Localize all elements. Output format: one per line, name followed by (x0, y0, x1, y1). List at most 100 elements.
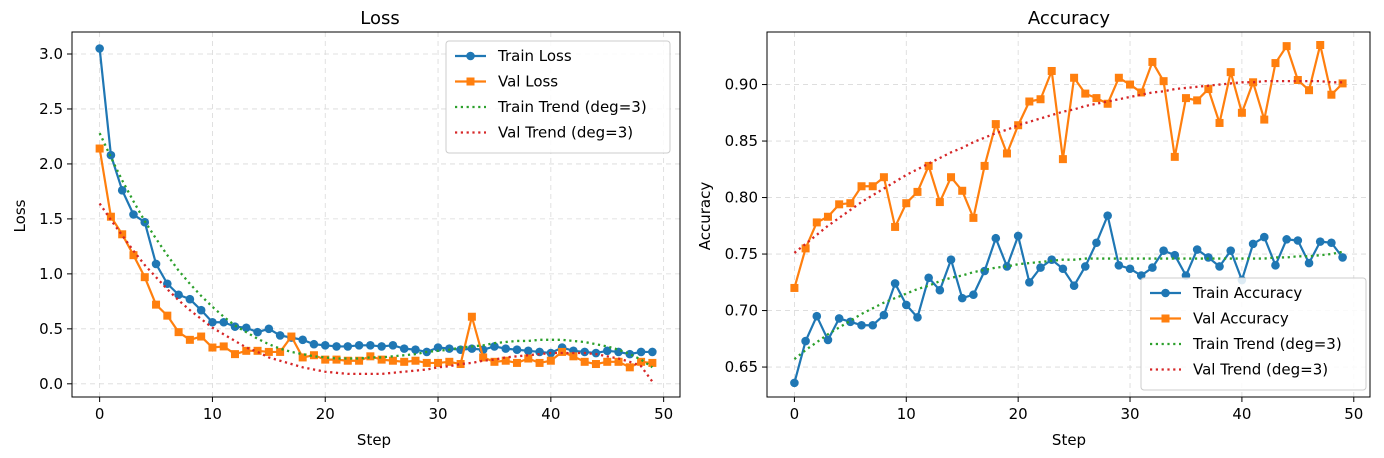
loss-point-train-loss (535, 347, 544, 357)
accuracy-point-train-accuracy (913, 313, 922, 322)
accuracy-point-val-accuracy (935, 198, 944, 207)
loss-point-train-loss (354, 341, 364, 350)
accuracy-legend-label: Train Trend (deg=3) (1192, 335, 1342, 353)
accuracy-point-val-accuracy (1159, 77, 1168, 86)
accuracy-point-val-accuracy (1193, 96, 1202, 105)
accuracy-point-train-accuracy (1148, 263, 1157, 272)
accuracy-x-tick-label: 10 (897, 405, 916, 423)
loss-point-val-loss (118, 230, 127, 239)
accuracy-point-val-accuracy (991, 120, 1000, 129)
loss-y-tick-label: 0.0 (39, 375, 63, 393)
accuracy-point-train-accuracy (1293, 236, 1303, 245)
loss-point-val-loss (321, 355, 330, 364)
accuracy-point-train-accuracy (1338, 253, 1347, 262)
loss-legend-label: Train Trend (deg=3) (497, 98, 647, 116)
accuracy-y-tick-label: 0.70 (725, 302, 758, 320)
accuracy-point-val-accuracy (879, 173, 888, 182)
loss-point-train-loss (151, 259, 161, 269)
loss-point-val-loss (422, 358, 431, 367)
accuracy-point-val-accuracy (846, 199, 855, 208)
accuracy-point-val-accuracy (1204, 85, 1213, 94)
accuracy-point-train-accuracy (1282, 235, 1291, 244)
loss-chart-title: Loss (360, 8, 399, 29)
loss-point-val-loss (524, 354, 533, 363)
accuracy-point-train-accuracy (1259, 232, 1269, 242)
accuracy-point-val-accuracy (1148, 57, 1157, 66)
loss-point-val-loss (648, 358, 657, 367)
loss-point-val-loss (230, 350, 239, 359)
accuracy-point-train-accuracy (1080, 262, 1090, 271)
loss-point-val-loss (377, 355, 386, 364)
loss-point-val-loss (298, 353, 307, 362)
loss-point-train-loss (388, 341, 398, 350)
accuracy-x-tick-label: 40 (1232, 405, 1251, 423)
loss-point-val-loss (603, 357, 612, 366)
loss-point-val-loss (208, 343, 217, 352)
accuracy-point-train-accuracy (1114, 261, 1124, 270)
accuracy-legend-box (1140, 277, 1367, 391)
accuracy-line-val-accuracy (793, 43, 1344, 289)
loss-point-train-loss (174, 290, 183, 300)
accuracy-point-val-accuracy (1260, 115, 1269, 124)
loss-point-val-loss (513, 358, 522, 367)
loss-point-val-loss (276, 347, 285, 356)
accuracy-point-val-accuracy (1316, 40, 1325, 49)
accuracy-point-train-accuracy (991, 233, 1001, 243)
accuracy-point-train-accuracy (1327, 238, 1336, 248)
accuracy-point-val-accuracy (1070, 73, 1079, 82)
loss-point-train-loss (399, 344, 409, 353)
accuracy-legend: Train Accuracy Val Accuracy Train Trend (d… (1140, 277, 1367, 391)
loss-point-val-loss (287, 332, 296, 341)
accuracy-point-train-accuracy (801, 336, 810, 346)
accuracy-axes-frame (766, 31, 1371, 398)
accuracy-point-train-accuracy (1315, 237, 1325, 246)
accuracy-point-train-accuracy (924, 273, 933, 283)
accuracy-point-val-accuracy (1237, 108, 1246, 117)
accuracy-point-val-accuracy (1338, 79, 1347, 88)
accuracy-point-val-accuracy (1002, 149, 1011, 158)
accuracy-point-train-accuracy (1125, 264, 1135, 274)
loss-point-val-loss (163, 311, 172, 320)
accuracy-point-val-accuracy (1215, 118, 1224, 127)
accuracy-point-train-accuracy (868, 320, 878, 330)
loss-point-train-loss (332, 342, 341, 351)
loss-point-val-loss (591, 360, 600, 369)
loss-grid (72, 32, 680, 397)
loss-point-train-loss (129, 210, 138, 219)
accuracy-legend-marker (1161, 288, 1170, 298)
loss-point-val-loss (152, 300, 161, 309)
loss-x-axis-label: Step (357, 431, 391, 449)
accuracy-grid (767, 32, 1370, 397)
loss-point-train-loss (512, 345, 522, 355)
loss-point-train-loss (241, 323, 251, 333)
accuracy-point-val-accuracy (947, 173, 956, 182)
accuracy-point-val-accuracy (1092, 94, 1101, 103)
accuracy-point-train-accuracy (1058, 264, 1068, 274)
loss-point-train-loss (648, 347, 657, 357)
accuracy-legend-marker (1161, 314, 1170, 323)
accuracy-series-train-trend-deg-3 (793, 250, 1343, 361)
accuracy-chart: Accuracy Step Accuracy 0 10 20 30 40 50 0.65 0.… (696, 8, 1371, 449)
loss-point-val-loss (332, 355, 341, 364)
accuracy-point-val-accuracy (1327, 90, 1336, 99)
loss-legend-box (445, 40, 671, 154)
accuracy-point-val-accuracy (980, 161, 989, 170)
accuracy-point-val-accuracy (857, 182, 866, 191)
loss-point-val-loss (580, 357, 589, 366)
accuracy-point-val-accuracy (1014, 121, 1023, 130)
accuracy-x-tick-label: 0 (790, 405, 800, 423)
loss-point-val-loss (185, 335, 194, 344)
loss-point-train-loss (208, 317, 217, 327)
loss-point-train-loss (275, 331, 285, 340)
loss-axes-frame (71, 31, 681, 398)
accuracy-point-val-accuracy (801, 244, 810, 253)
accuracy-legend-label: Val Trend (deg=3) (1193, 361, 1328, 379)
loss-point-val-loss (264, 347, 273, 356)
loss-x-tick-label: 30 (428, 405, 447, 423)
loss-x-tick-label: 50 (654, 405, 673, 423)
accuracy-point-train-accuracy (857, 320, 866, 330)
accuracy-point-train-accuracy (1002, 262, 1012, 271)
accuracy-point-train-accuracy (790, 378, 799, 388)
accuracy-point-train-accuracy (1271, 261, 1280, 270)
loss-point-val-loss (467, 312, 476, 321)
